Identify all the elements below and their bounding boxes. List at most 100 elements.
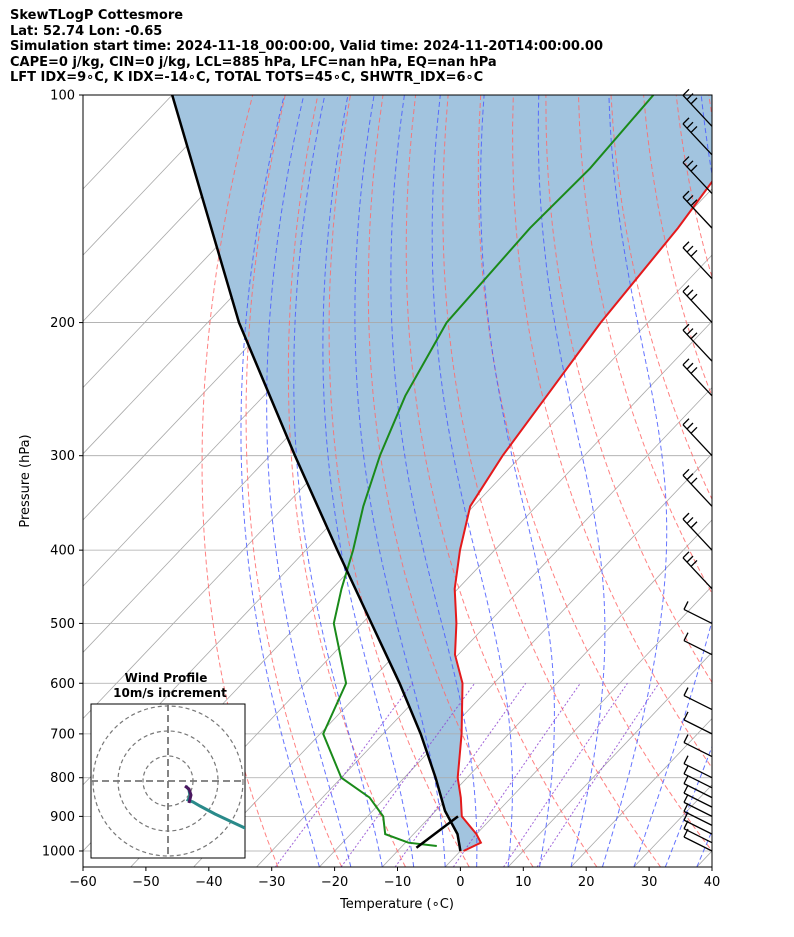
y-tick-label: 800 bbox=[50, 771, 75, 786]
barb-flag bbox=[682, 418, 690, 426]
mixing-ratio-line bbox=[340, 683, 476, 867]
barb-staff bbox=[683, 763, 713, 779]
dry-adiabat bbox=[442, 95, 662, 867]
dry-adiabat bbox=[512, 95, 712, 769]
temperature-line bbox=[453, 180, 712, 852]
barb-staff bbox=[683, 801, 713, 817]
x-tick-label: −20 bbox=[321, 875, 348, 890]
y-axis-ticks: 100 200 300 400 500 600 700 800 900 1000 bbox=[42, 89, 83, 859]
x-tick-label: 20 bbox=[578, 875, 595, 890]
barb-flag bbox=[686, 422, 694, 430]
sounding-profiles bbox=[171, 95, 712, 852]
wind-barb bbox=[683, 784, 713, 808]
barb-flag bbox=[683, 601, 689, 610]
y-tick-label: 500 bbox=[50, 617, 75, 632]
isotherm-line bbox=[83, 95, 299, 322]
dewpoint-line bbox=[322, 95, 655, 847]
barb-flag bbox=[683, 784, 689, 794]
hodograph-trace-lower bbox=[184, 784, 193, 804]
barb-flag bbox=[682, 88, 690, 96]
mixing-ratio-line bbox=[503, 683, 628, 867]
parcel-path-line bbox=[171, 95, 462, 852]
isotherm-line bbox=[193, 320, 712, 867]
wind-barb bbox=[683, 755, 713, 779]
chart-title: SkewTLogP Cottesmore bbox=[10, 8, 184, 23]
y-tick-label: 300 bbox=[50, 449, 75, 464]
isotherm-line bbox=[507, 651, 712, 867]
isotherm-line bbox=[382, 519, 712, 867]
location-line: Lat: 52.74 Lon: -0.65 bbox=[10, 23, 163, 39]
dry-adiabat bbox=[708, 95, 712, 120]
barb-staff bbox=[682, 247, 713, 280]
isotherm-line bbox=[130, 254, 712, 867]
barb-staff bbox=[683, 828, 713, 844]
x-axis-ticks: −60 −50 −40 −30 −20 −10 0 10 20 30 40 bbox=[69, 867, 720, 890]
y-tick-label: 700 bbox=[50, 727, 75, 742]
barb-flag bbox=[686, 473, 694, 481]
wind-barb bbox=[682, 190, 713, 229]
moist-adiabat bbox=[431, 95, 513, 867]
wind-barb bbox=[682, 285, 713, 324]
x-tick-label: −40 bbox=[195, 875, 222, 890]
wind-barb bbox=[682, 512, 713, 551]
barb-flag bbox=[683, 711, 689, 721]
barb-staff bbox=[683, 694, 713, 711]
isotherm-line bbox=[444, 585, 712, 867]
dry-adiabat-lines bbox=[201, 95, 794, 867]
barb-staff bbox=[682, 196, 713, 229]
barb-staff bbox=[682, 291, 713, 324]
dry-adiabat bbox=[774, 95, 794, 867]
barb-staff bbox=[682, 474, 713, 507]
wind-barb bbox=[683, 775, 713, 799]
moist-adiabat bbox=[664, 745, 712, 867]
wind-barb bbox=[683, 794, 713, 817]
mixing-ratio-line bbox=[274, 682, 413, 867]
moist-adiabat bbox=[240, 95, 320, 867]
hodograph-subtitle: 10m/s increment bbox=[113, 686, 227, 700]
barb-flag bbox=[690, 249, 698, 257]
moist-adiabat bbox=[537, 95, 606, 867]
moist-adiabat bbox=[601, 95, 668, 867]
dry-adiabat bbox=[741, 95, 794, 867]
barb-flag bbox=[683, 775, 689, 784]
barb-flag bbox=[686, 328, 694, 336]
barb-flag bbox=[690, 477, 698, 485]
y-tick-label: 100 bbox=[50, 89, 75, 104]
barb-flag bbox=[682, 190, 690, 198]
barb-flag bbox=[690, 521, 698, 529]
x-tick-label: −60 bbox=[69, 875, 96, 890]
barb-flag bbox=[683, 765, 689, 775]
moist-adiabat bbox=[480, 95, 555, 867]
x-tick-label: 40 bbox=[704, 875, 721, 890]
moist-adiabat bbox=[322, 95, 415, 867]
x-tick-label: −30 bbox=[258, 875, 285, 890]
barb-staff bbox=[682, 518, 713, 551]
barb-flag bbox=[690, 559, 698, 567]
y-tick-label: 1000 bbox=[42, 844, 75, 859]
y-tick-label: 200 bbox=[50, 316, 75, 331]
barb-flag bbox=[686, 362, 694, 370]
wind-barb bbox=[683, 734, 713, 758]
x-tick-label: 30 bbox=[641, 875, 658, 890]
barb-flag bbox=[683, 687, 689, 696]
dry-adiabat bbox=[578, 95, 712, 595]
barb-staff bbox=[683, 773, 713, 789]
isotherm-line bbox=[83, 95, 236, 256]
wind-barb bbox=[683, 632, 713, 656]
lcl-segment-line bbox=[415, 815, 459, 849]
barb-flag bbox=[690, 293, 698, 301]
y-tick-label: 600 bbox=[50, 677, 75, 692]
moist-adiabat bbox=[633, 95, 712, 867]
x-tick-label: 0 bbox=[456, 875, 464, 890]
wind-barb bbox=[682, 241, 713, 280]
cin-area-polygon bbox=[172, 95, 712, 851]
wind-barb bbox=[682, 418, 713, 457]
x-axis-label: Temperature (∘C) bbox=[339, 897, 454, 912]
barb-flag bbox=[682, 323, 690, 331]
wind-barb bbox=[682, 117, 713, 156]
barb-flag bbox=[683, 632, 689, 641]
dry-adiabat bbox=[245, 95, 343, 867]
wind-barb bbox=[683, 601, 713, 624]
barb-flag bbox=[682, 117, 690, 125]
